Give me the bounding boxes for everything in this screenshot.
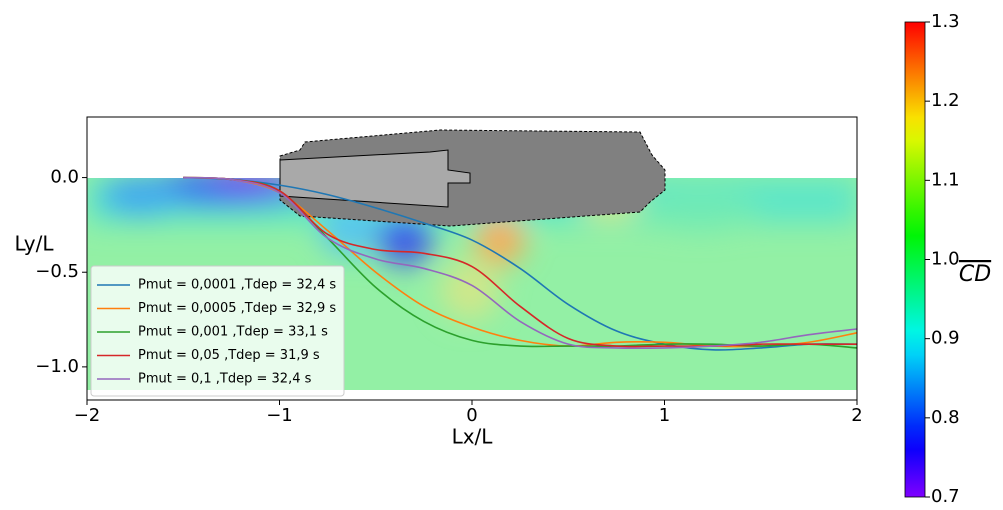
y-tick-label: −0.5: [35, 261, 79, 282]
legend-label: Pmut = 0,0005 ,Tdep = 32,9 s: [138, 301, 336, 316]
legend: [90, 265, 345, 397]
series-line: [183, 176, 858, 350]
series-line: [183, 176, 857, 348]
colorbar-label: CD: [959, 262, 991, 287]
colorbar-tick-label: 0.7: [931, 486, 960, 506]
legend-label: Pmut = 0,0001 ,Tdep = 32,4 s: [138, 278, 336, 293]
legend-label: Pmut = 0,05 ,Tdep = 31,9 s: [138, 348, 320, 363]
colorbar: [904, 21, 926, 498]
y-axis-label: Ly/L: [14, 232, 54, 256]
colorbar-tick-label: 0.8: [931, 407, 960, 428]
series-line: [183, 176, 858, 351]
legend-label: Pmut = 0,1 ,Tdep = 32,4 s: [138, 372, 312, 387]
x-axis-label: Lx/L: [452, 425, 494, 449]
x-tick-label: −2: [74, 405, 101, 426]
colorbar-tick-label: 1.2: [931, 90, 960, 111]
x-tick-label: 2: [851, 405, 862, 426]
colorbar-tick-label: 1.3: [931, 11, 960, 32]
y-tick-label: −1.0: [35, 356, 79, 377]
colorbar-tick-label: 1.1: [931, 169, 960, 190]
x-tick-label: 1: [659, 405, 670, 426]
legend-label: Pmut = 0,001 ,Tdep = 33,1 s: [138, 325, 328, 340]
y-tick-label: 0.0: [50, 167, 79, 188]
x-tick-label: 0: [466, 405, 477, 426]
colorbar-tick-label: 1.0: [931, 249, 960, 270]
colorbar-tick-label: 0.9: [931, 328, 960, 349]
vehicle-shape: [279, 129, 666, 227]
x-tick-label: −1: [266, 405, 293, 426]
